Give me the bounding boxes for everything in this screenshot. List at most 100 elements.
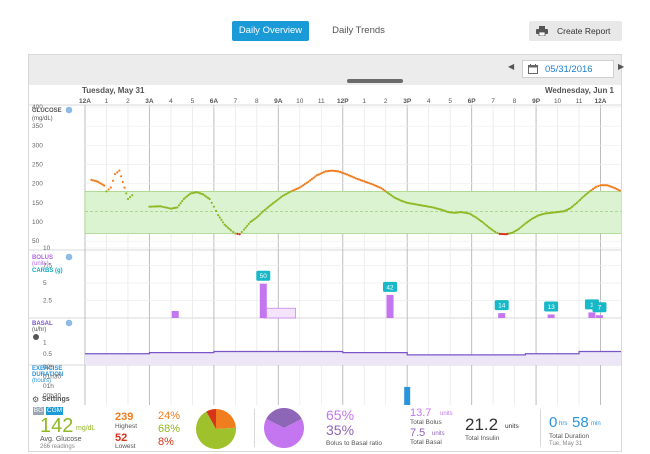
time-tick-label: 12P (337, 98, 349, 105)
glucose-point (177, 204, 181, 207)
glucose-point (203, 194, 206, 197)
basal-pct: 35% (326, 422, 355, 438)
glucose-point (327, 169, 330, 173)
glucose-point (273, 201, 276, 204)
glucose-point (525, 221, 529, 224)
basal-tick-label: 0.5 (43, 351, 52, 358)
glucose-point (305, 181, 308, 184)
glucose-point (339, 170, 342, 174)
date-picker[interactable]: 05/31/2016 (522, 60, 614, 78)
glucose-point (340, 171, 344, 174)
total-basal-unit: units (432, 431, 445, 437)
time-tick-label: 1 (105, 98, 109, 105)
glucose-point (153, 205, 156, 208)
pie-slice-high (216, 409, 236, 429)
glucose-point (229, 229, 233, 232)
glucose-point (464, 211, 468, 215)
glucose-point (217, 214, 220, 217)
glucose-tick-label: 400 (32, 104, 43, 111)
time-tick-label: 3P (403, 98, 412, 105)
highest-label: Highest (115, 423, 138, 430)
glucose-point (481, 220, 484, 224)
glucose-point (425, 205, 428, 208)
glucose-point (419, 204, 423, 207)
glucose-point (486, 224, 489, 228)
glucose-point (453, 211, 456, 214)
carb-badge (544, 301, 559, 312)
glucose-point (553, 211, 556, 214)
glucose-point (244, 226, 247, 229)
bg-badge[interactable]: BG (33, 407, 44, 415)
bolus-bar (547, 314, 555, 318)
bolus-info-icon[interactable] (65, 253, 73, 261)
glucose-point (501, 232, 504, 236)
glucose-point (407, 202, 411, 205)
glucose-point (386, 191, 389, 194)
cgm-badge[interactable]: CGM (46, 407, 63, 415)
glucose-point (334, 169, 337, 173)
duration-minutes-value: 58 (572, 414, 589, 431)
glucose-point (364, 180, 368, 184)
duration-label: DURATION (32, 372, 63, 378)
lowest-label: Lowest (115, 443, 136, 450)
time-tick-label: 4 (169, 98, 173, 105)
previous-day-icon[interactable]: ◀ (508, 62, 515, 71)
create-report-button[interactable]: Create Report (529, 21, 622, 41)
glucose-point (575, 201, 578, 204)
exercise-label: EXERCISE (32, 366, 62, 372)
glucose-point (380, 187, 383, 190)
settings-link[interactable]: ⚙ Settings (32, 395, 70, 404)
glucose-point (359, 179, 362, 182)
glucose-point (262, 210, 265, 213)
glucose-point (470, 213, 473, 216)
glucose-point (160, 205, 164, 208)
glucose-point (159, 205, 162, 208)
duration-minutes-unit: min (591, 421, 601, 427)
glucose-point (329, 169, 332, 172)
exercise-tick-label: 01h30 (43, 373, 61, 380)
tab-daily-trends[interactable]: Daily Trends (332, 25, 385, 36)
glucose-point (529, 218, 532, 222)
exercise-bar (404, 386, 411, 405)
tab-daily-overview[interactable]: Daily Overview (232, 21, 309, 41)
glucose-point (250, 219, 254, 222)
next-day-icon[interactable]: ▶ (618, 62, 625, 71)
divider (540, 409, 541, 447)
glucose-point (604, 184, 607, 187)
glucose-point (517, 227, 520, 230)
total-duration-label: Total Duration (549, 433, 590, 440)
glucose-point (300, 185, 303, 188)
glucose-point (451, 211, 454, 214)
basal-info-dark-icon[interactable] (33, 334, 39, 340)
glucose-point (416, 203, 419, 206)
glucose-point (352, 176, 356, 179)
glucose-point (521, 225, 524, 228)
glucose-point (487, 226, 490, 229)
glucose-point (545, 212, 548, 215)
glucose-point (337, 170, 340, 173)
glucose-point (559, 210, 562, 213)
glucose-distribution-pie (196, 409, 236, 449)
glucose-info-icon[interactable] (65, 106, 73, 114)
glucose-point (418, 203, 421, 207)
glucose-point (430, 206, 433, 209)
glucose-point (238, 233, 241, 236)
divider (254, 409, 255, 447)
printer-icon (536, 26, 548, 36)
glucose-point (290, 190, 293, 193)
glucose-point (314, 175, 317, 178)
daily-charts: Tuesday, May 31 Wednesday, Jun 1 12A 1 2 3A… (29, 86, 621, 405)
glucose-point (496, 231, 499, 235)
glucose-point (535, 215, 538, 218)
glucose-point (412, 202, 416, 206)
avg-glucose-unit: mg/dL (76, 425, 96, 432)
timeline-scroll-handle[interactable] (347, 79, 403, 83)
pie-slice-in-range (196, 411, 236, 449)
glucose-point (307, 180, 310, 183)
basal-info-icon[interactable] (65, 319, 73, 327)
total-bolus-label: Total Bolus (410, 419, 442, 426)
pct-high: 24% (158, 410, 181, 422)
glucose-point (226, 226, 229, 229)
glucose-point (409, 202, 412, 205)
glucose-point (423, 204, 426, 207)
